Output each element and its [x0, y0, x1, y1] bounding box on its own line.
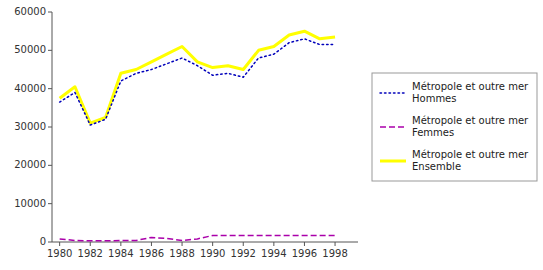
x-tick [182, 242, 183, 246]
legend-label: Métropole et outre merEnsemble [412, 149, 529, 172]
x-tick-label: 1982 [78, 248, 103, 259]
y-tick [48, 88, 52, 89]
series-line [60, 235, 335, 240]
x-tick-label: 1996 [292, 248, 317, 259]
y-tick [48, 50, 52, 51]
plot-area [60, 31, 335, 241]
series-line [60, 39, 335, 125]
y-tick-label: 10000 [14, 198, 46, 209]
x-tick [304, 242, 305, 246]
legend-swatch [380, 160, 406, 163]
x-tick [120, 242, 121, 246]
x-tick-label: 1992 [231, 248, 256, 259]
chart: 0 10000 20000 30000 40000 50000 60000 1980 1982 1… [0, 0, 543, 270]
y-tick-label: 0 [40, 236, 46, 247]
x-axis-line [52, 242, 358, 243]
series-line [60, 31, 335, 123]
x-tick [59, 242, 60, 246]
y-tick-label: 60000 [14, 6, 46, 17]
x-tick-label: 1980 [47, 248, 72, 259]
x-tick-label: 1994 [261, 248, 286, 259]
x-tick [335, 242, 336, 246]
x-tick [151, 242, 152, 246]
legend: Métropole et outre merHommes Métropole et… [372, 73, 537, 181]
y-tick [48, 12, 52, 13]
x-tick-label: 1988 [169, 248, 194, 259]
x-tick [273, 242, 274, 246]
x-tick-label: 1990 [200, 248, 225, 259]
legend-box [372, 73, 537, 181]
y-tick-label: 40000 [14, 83, 46, 94]
y-tick [48, 242, 52, 243]
x-tick [212, 242, 213, 246]
x-tick [243, 242, 244, 246]
y-tick [48, 165, 52, 166]
x-tick-label: 1986 [139, 248, 164, 259]
y-tick [48, 203, 52, 204]
y-tick-label: 50000 [14, 44, 46, 55]
x-tick [90, 242, 91, 246]
legend-swatch [380, 92, 406, 94]
legend-label: Métropole et outre merHommes [412, 81, 529, 104]
y-tick [48, 127, 52, 128]
y-tick-label: 20000 [14, 159, 46, 170]
y-tick-label: 30000 [14, 121, 46, 132]
x-tick-label: 1998 [322, 248, 347, 259]
legend-label: Métropole et outre merFemmes [412, 115, 529, 138]
x-tick-label: 1984 [108, 248, 133, 259]
axes: 0 10000 20000 30000 40000 50000 60000 1980 1982 1… [14, 6, 358, 259]
legend-swatch [380, 126, 406, 128]
